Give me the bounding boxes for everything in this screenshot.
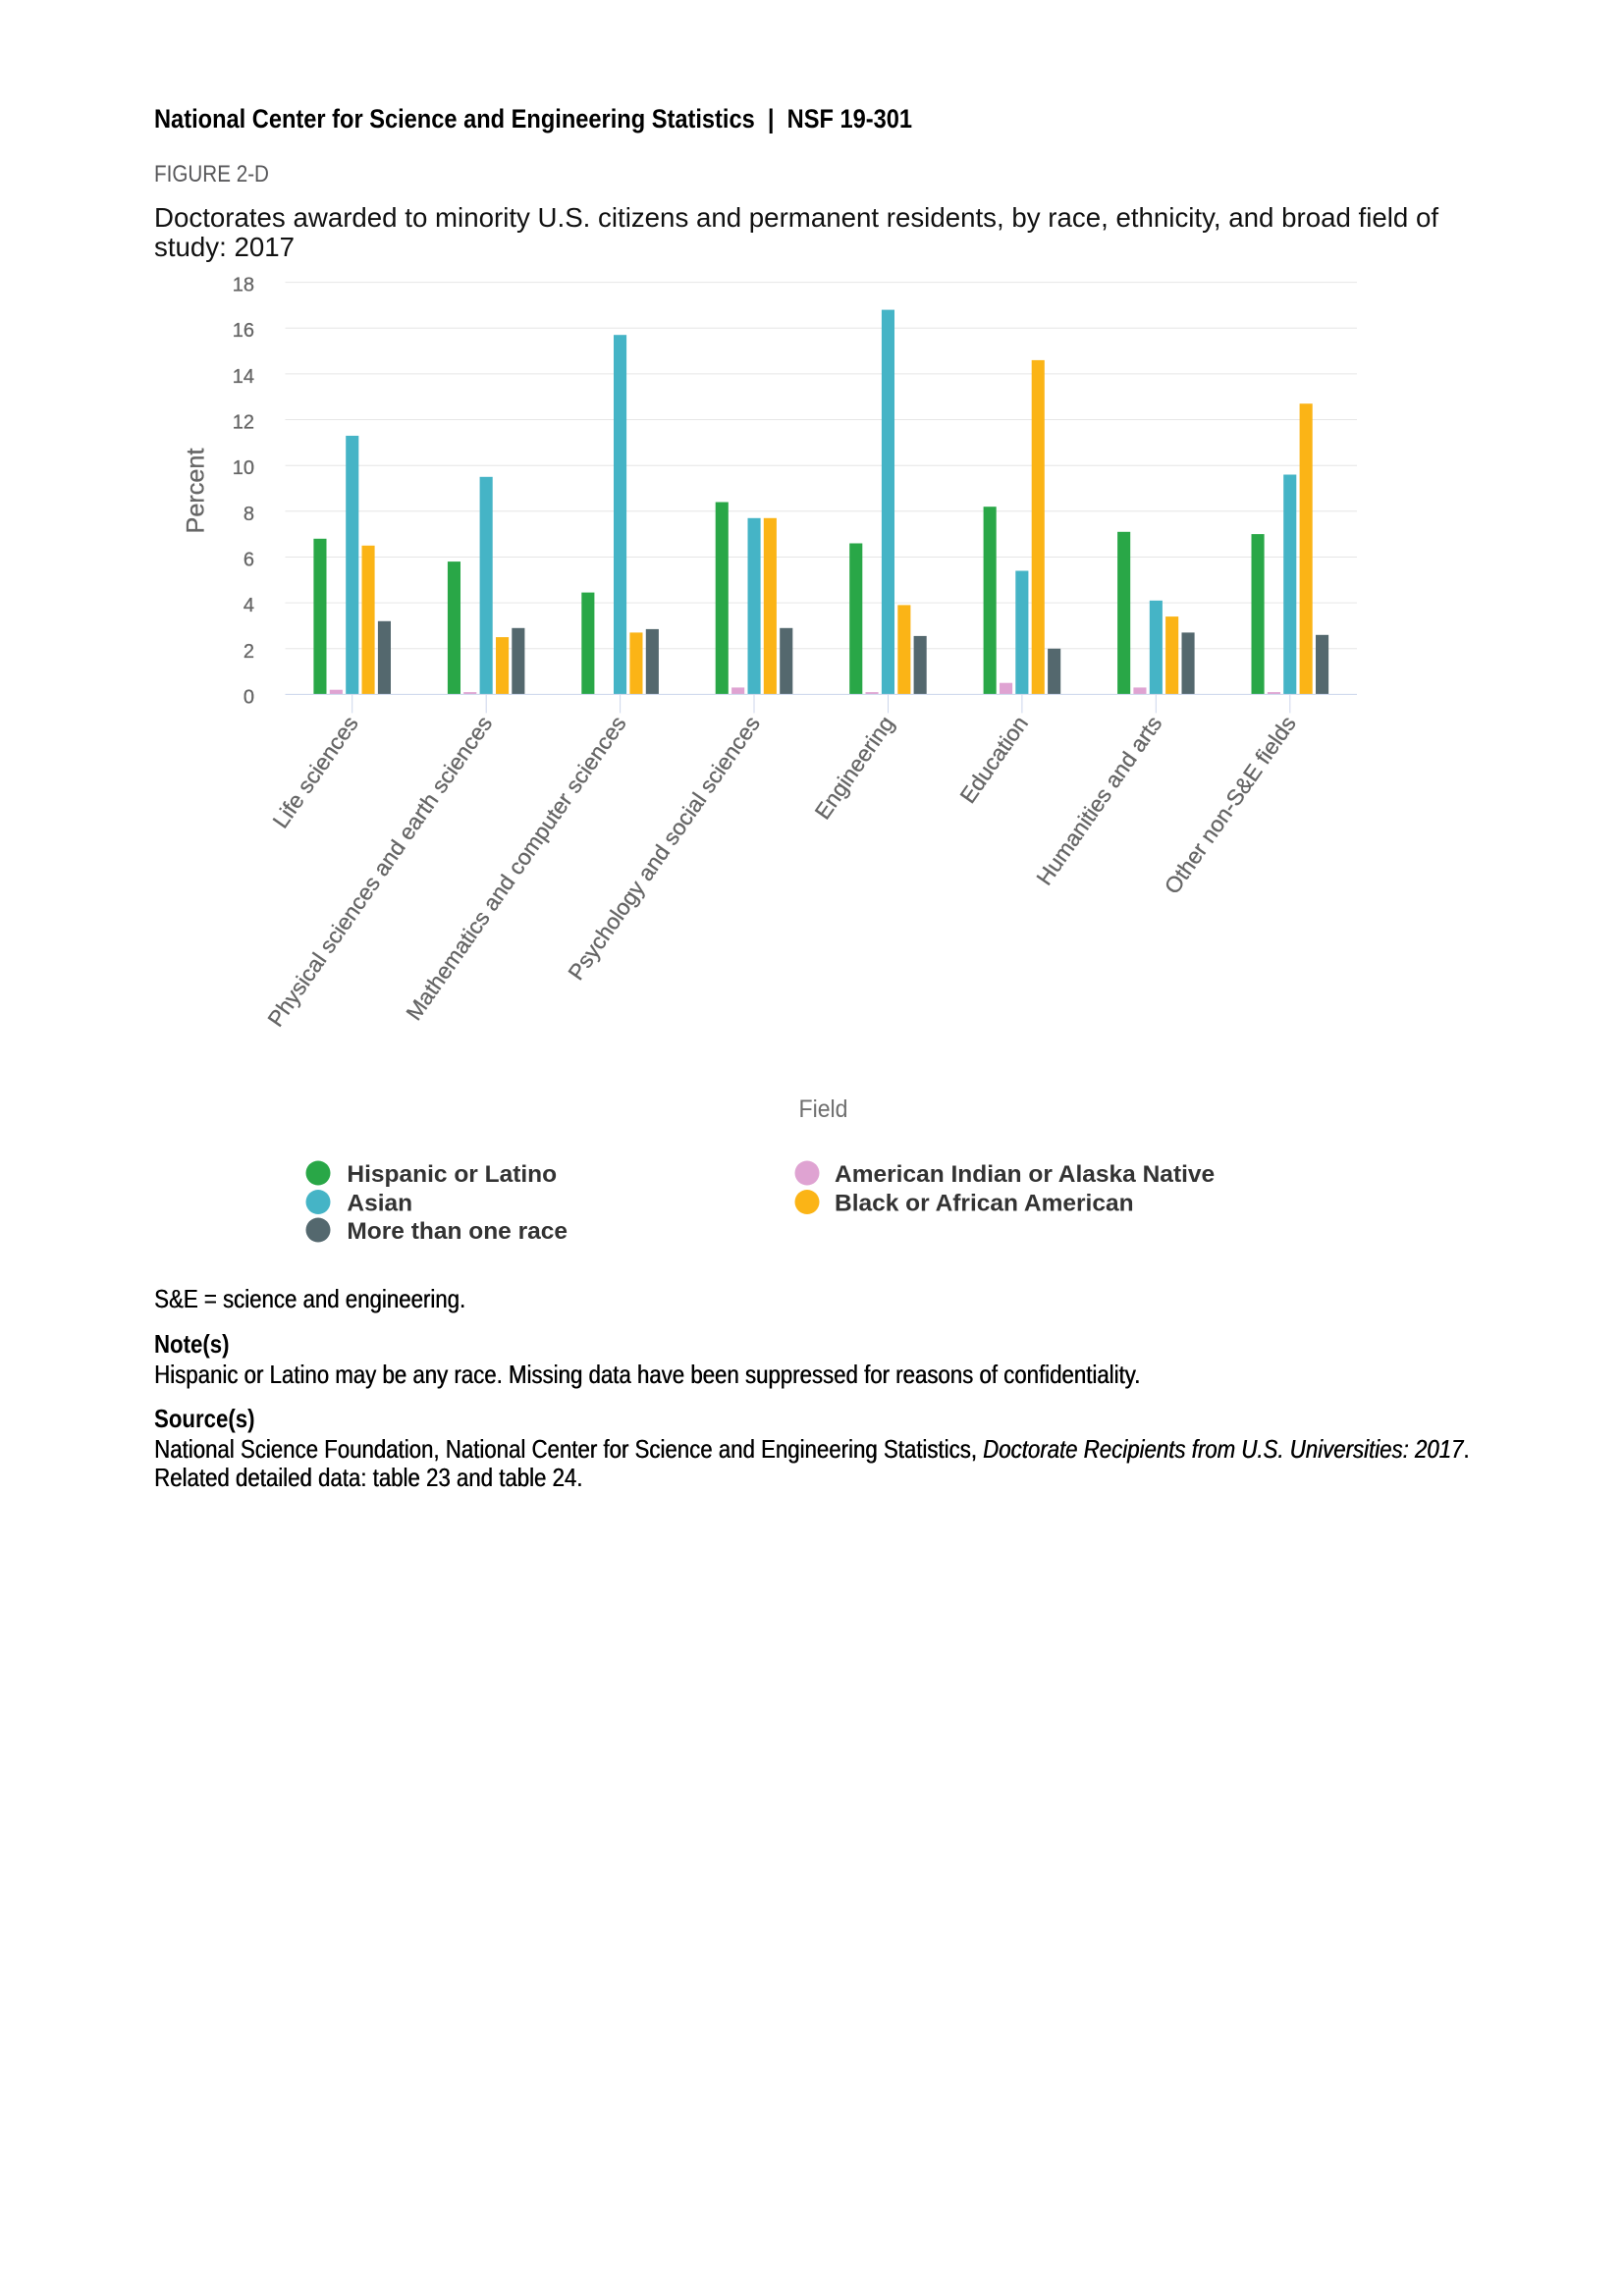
svg-text:12: 12 [233,412,254,434]
svg-text:Humanities and arts: Humanities and arts [1032,712,1166,889]
svg-text:Asian: Asian [347,1190,412,1216]
svg-text:More than one race: More than one race [347,1218,568,1245]
svg-text:4: 4 [244,595,254,616]
svg-text:0: 0 [244,686,254,708]
svg-text:6: 6 [244,550,254,571]
svg-text:Engineering: Engineering [810,712,898,824]
svg-text:Field: Field [799,1095,848,1123]
svg-text:8: 8 [244,504,254,525]
svg-text:16: 16 [233,320,254,342]
svg-text:Physical sciences and earth sc: Physical sciences and earth sciences [263,712,497,1032]
svg-text:Education: Education [955,712,1033,808]
svg-text:14: 14 [233,366,254,388]
svg-text:18: 18 [233,275,254,296]
svg-text:Percent: Percent [183,448,210,533]
svg-text:Life sciences: Life sciences [268,712,363,832]
svg-text:Mathematics and computer scien: Mathematics and computer sciences [402,712,631,1025]
svg-text:American Indian or Alaska Nati: American Indian or Alaska Native [835,1161,1215,1188]
svg-text:2: 2 [244,641,254,663]
svg-text:10: 10 [233,457,254,479]
svg-text:Hispanic or Latino: Hispanic or Latino [347,1161,557,1188]
svg-text:Black or African American: Black or African American [835,1190,1134,1216]
svg-text:Other non-S&E fields: Other non-S&E fields [1160,712,1301,898]
